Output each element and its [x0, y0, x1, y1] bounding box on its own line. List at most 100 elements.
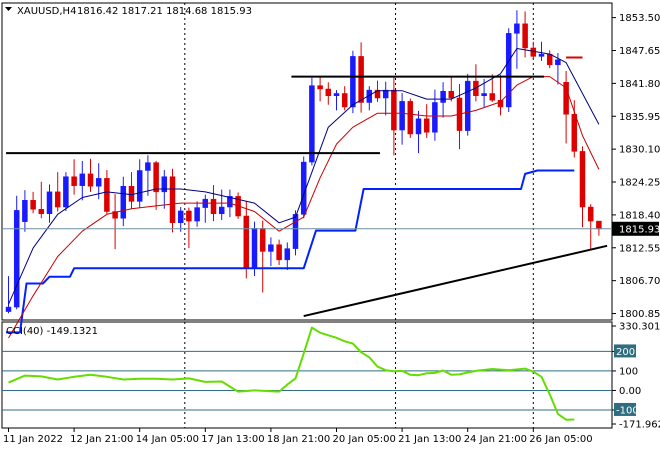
- slow-moving-average-line: [8, 76, 600, 339]
- candle-body: [120, 185, 127, 219]
- candle-body: [177, 210, 184, 224]
- candle-body: [300, 161, 307, 215]
- current-price-box: [612, 221, 659, 236]
- candle-body: [415, 118, 422, 135]
- candle-body: [309, 85, 315, 163]
- candle-body: [571, 114, 578, 152]
- candle-body: [440, 90, 446, 103]
- candle-body: [186, 210, 192, 222]
- cci-line: [8, 326, 575, 421]
- candle-body: [399, 101, 405, 131]
- candle-body: [325, 88, 332, 96]
- candle-body: [153, 162, 159, 193]
- candle-body: [292, 214, 299, 249]
- current-price-label: 1815.93: [619, 224, 660, 235]
- candle-body: [22, 200, 28, 222]
- candle-body: [530, 47, 537, 57]
- cci-tick-label: -171.9622: [619, 420, 660, 431]
- indicator-label: CCI(40) -149.1321: [6, 326, 98, 337]
- ohlc-label: 1816.42 1817.21 1814.68 1815.93: [77, 6, 252, 17]
- candle-body: [227, 196, 233, 208]
- candle-body: [13, 210, 20, 308]
- candle-body: [382, 89, 389, 99]
- price-tick-label: 1830.10: [619, 145, 660, 156]
- fast-moving-average-line: [8, 48, 600, 305]
- cci-plot: 330.3015 200 100 0.00 -100 -171.9622: [2, 322, 660, 431]
- time-tick-label: 18 Jan 21:00: [267, 434, 330, 445]
- dropdown-triangle-icon[interactable]: [5, 7, 12, 11]
- time-tick-label: 20 Jan 05:00: [333, 434, 396, 445]
- price-plot: 1815.93: [2, 10, 660, 339]
- price-tick-label: 1824.25: [619, 178, 660, 189]
- candle-body: [46, 191, 53, 215]
- price-pane-frame: [1, 2, 613, 321]
- candle-body: [5, 306, 12, 312]
- candle-body: [596, 220, 602, 230]
- candle-body: [374, 89, 381, 99]
- candle-body: [391, 89, 397, 131]
- candle-body: [79, 173, 86, 186]
- candle-body: [358, 56, 364, 103]
- candle-body: [169, 176, 176, 224]
- price-tick-label: 1818.40: [619, 210, 660, 221]
- support-step-line: [6, 169, 575, 334]
- candle-body: [145, 162, 151, 171]
- time-tick-label: 11 Jan 2022: [3, 434, 63, 445]
- candle-body: [317, 85, 323, 90]
- time-axis: 11 Jan 2022 12 Jan 21:00 14 Jan 05:00 17 Ja…: [3, 428, 593, 445]
- candle-body: [432, 102, 438, 133]
- candle-body: [87, 173, 94, 187]
- candle-body: [497, 99, 504, 108]
- candle-body: [333, 93, 340, 96]
- candle-body: [104, 178, 110, 212]
- candle-body: [555, 59, 561, 66]
- candle-body: [407, 101, 414, 135]
- price-tick-label: 1841.80: [619, 79, 660, 90]
- candle-body: [136, 170, 143, 202]
- candle-body: [218, 206, 225, 215]
- candle-body: [243, 215, 250, 269]
- cci-level-badge: [614, 402, 636, 416]
- candle-body: [514, 23, 520, 34]
- candle-body: [481, 93, 487, 96]
- candle-body: [538, 53, 545, 57]
- candle-body: [505, 33, 512, 108]
- price-tick-label: 1853.50: [619, 13, 660, 24]
- chart-header: XAUUSD,H4 1816.42 1817.21 1814.68 1815.9…: [5, 6, 252, 17]
- candle-body: [63, 176, 69, 208]
- candle-body: [30, 200, 36, 210]
- price-axis: 1853.50 1847.65 1841.80 1835.95 1830.10 1824.…: [612, 13, 660, 320]
- cci-pane-frame: [1, 321, 613, 429]
- symbol-label: XAUUSD,H4: [17, 6, 76, 17]
- candle-body: [587, 206, 594, 222]
- candle-body: [350, 56, 356, 108]
- price-tick-label: 1835.95: [619, 112, 660, 123]
- candle-body: [71, 176, 77, 186]
- candle-body: [251, 228, 258, 269]
- price-tick-label: 1806.70: [619, 276, 660, 287]
- price-tick-label: 1847.65: [619, 46, 660, 57]
- time-tick-label: 21 Jan 13:00: [398, 434, 461, 445]
- cci-level-badge: [614, 344, 636, 358]
- cci-tick-label: 200: [616, 347, 635, 358]
- candle-body: [563, 82, 569, 115]
- time-tick-label: 12 Jan 21:00: [70, 434, 133, 445]
- cci-tick-label: 330.3015: [619, 322, 660, 333]
- candle-body: [276, 244, 282, 261]
- candle-body: [259, 228, 266, 252]
- cci-tick-label: 0.00: [619, 386, 641, 397]
- time-tick-label: 14 Jan 05:00: [136, 434, 199, 445]
- time-tick-label: 26 Jan 05:00: [529, 434, 592, 445]
- candle-body: [38, 209, 45, 215]
- candle-body: [54, 191, 61, 208]
- price-tick-label: 1812.55: [619, 243, 660, 254]
- candle-body: [284, 248, 291, 261]
- candle-body: [464, 80, 471, 131]
- candle-body: [95, 178, 102, 187]
- candle-body: [546, 53, 553, 66]
- candle-body: [423, 118, 430, 133]
- candle-body: [489, 93, 496, 101]
- candle-body: [210, 198, 217, 215]
